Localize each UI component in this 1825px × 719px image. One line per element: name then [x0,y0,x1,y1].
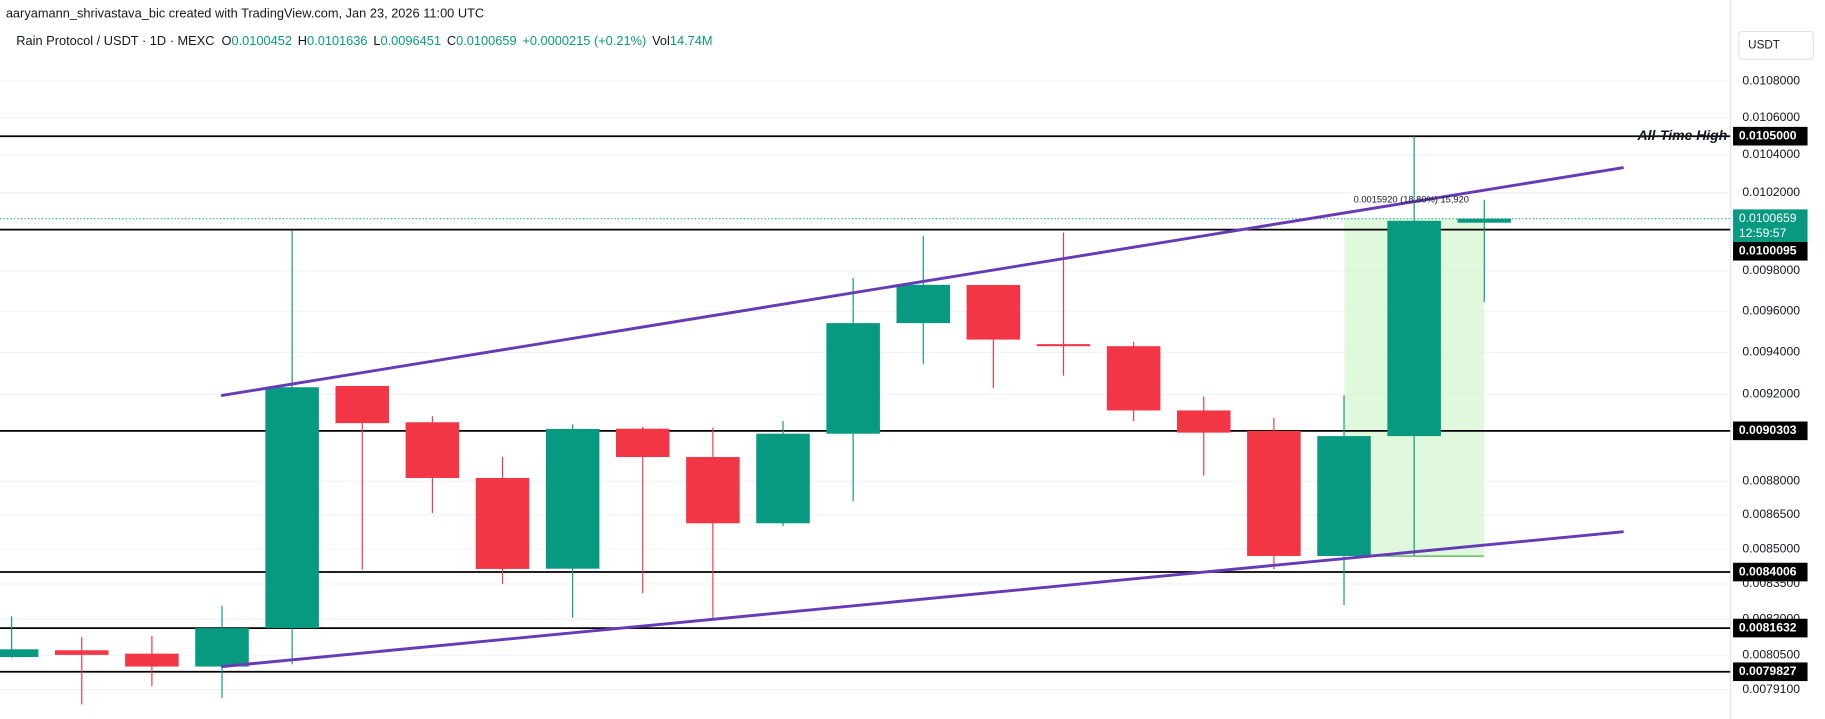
level-label: 0.0079827 [1739,664,1797,678]
header-item: 0.0100452 [231,33,292,48]
candle-body [826,323,880,434]
candle-body [1106,346,1161,411]
candles [0,136,1512,705]
header: Rain Protocol / USDT · 1D · MEXC O0.01004… [16,33,712,48]
candle-body [1457,218,1512,223]
candle-body [195,628,249,667]
candle-body [1317,436,1371,556]
candle-body [615,428,670,458]
y-tick-label: 0.0088000 [1742,474,1800,488]
y-tick-label: 0.0092000 [1742,387,1800,401]
header-item: 0.0096451 [381,33,442,48]
level-box [1733,618,1808,638]
y-tick-label: 0.0104000 [1742,147,1800,161]
y-tick-label: 0.0102000 [1742,185,1800,199]
header-item: O [221,33,231,48]
candle-body [54,650,109,655]
currency-label[interactable]: USDT [1748,38,1780,51]
candle-body [335,385,390,424]
y-tick-label: 0.0108000 [1742,73,1800,87]
level-label: 0.0090303 [1739,423,1797,437]
level-label: 0.0105000 [1739,128,1797,142]
candle-body [1247,430,1301,556]
level-box [1733,421,1808,441]
candle-body [405,422,460,478]
header-item: +0.0000215 (+0.21%) [522,33,646,48]
y-tick-label: 0.0098000 [1742,263,1800,277]
price-axis: 0.0108000 0.0106000 0.0104000 0.0102000 0.00… [1733,73,1808,696]
y-tick-label: 0.0096000 [1742,304,1800,318]
level-box [1733,241,1808,261]
header-item: 0.0101636 [307,33,368,48]
candle-body [756,433,810,524]
candle-body [896,284,951,324]
y-tick-label: 0.0106000 [1742,110,1800,124]
credit: aaryamann_shrivastava_bic created with T… [6,5,484,20]
header-item: Vol [652,33,670,48]
header-item: H [298,33,307,48]
header-item: Rain Protocol / USDT · 1D · MEXC [16,33,214,48]
level-annotation: All-Time High [1637,127,1728,143]
currency-button[interactable] [1738,30,1814,60]
candle-body [966,285,1021,340]
level-label: 0.0084006 [1739,564,1797,578]
measure-label: 0.0015920 (18.80%) 15,920 [1354,195,1469,205]
candle-body [1387,220,1441,437]
candle-body [545,428,600,569]
candle-body [1036,344,1091,347]
candle-body [265,387,319,629]
candle-body [125,653,179,667]
level-box [1733,662,1808,682]
level-label: 0.0081632 [1739,620,1797,634]
candle-body [475,477,530,569]
candle-body [0,649,39,658]
level-label: 0.0100095 [1739,243,1797,257]
header-item: 14.74M [670,33,713,48]
y-tick-label: 0.0085000 [1742,541,1800,555]
candle-body [1176,410,1231,433]
y-tick-label: 0.0079100 [1742,682,1800,696]
header-item: L [373,33,380,48]
candle-body [686,457,740,524]
countdown: 12:59:57 [1739,226,1787,240]
level-box [1733,126,1808,146]
y-tick-label: 0.0080500 [1742,648,1800,662]
trend-line-lower [221,530,1624,669]
trend-line-upper [220,166,1624,398]
header-item: 0.0100659 [456,33,517,48]
last-price-label: 0.0100659 [1739,211,1797,225]
last-price-box [1733,209,1808,242]
header-item: C [447,33,456,48]
y-tick-label: 0.0094000 [1742,345,1800,359]
y-tick-label: 0.0086500 [1742,507,1800,521]
level-box [1733,562,1808,582]
